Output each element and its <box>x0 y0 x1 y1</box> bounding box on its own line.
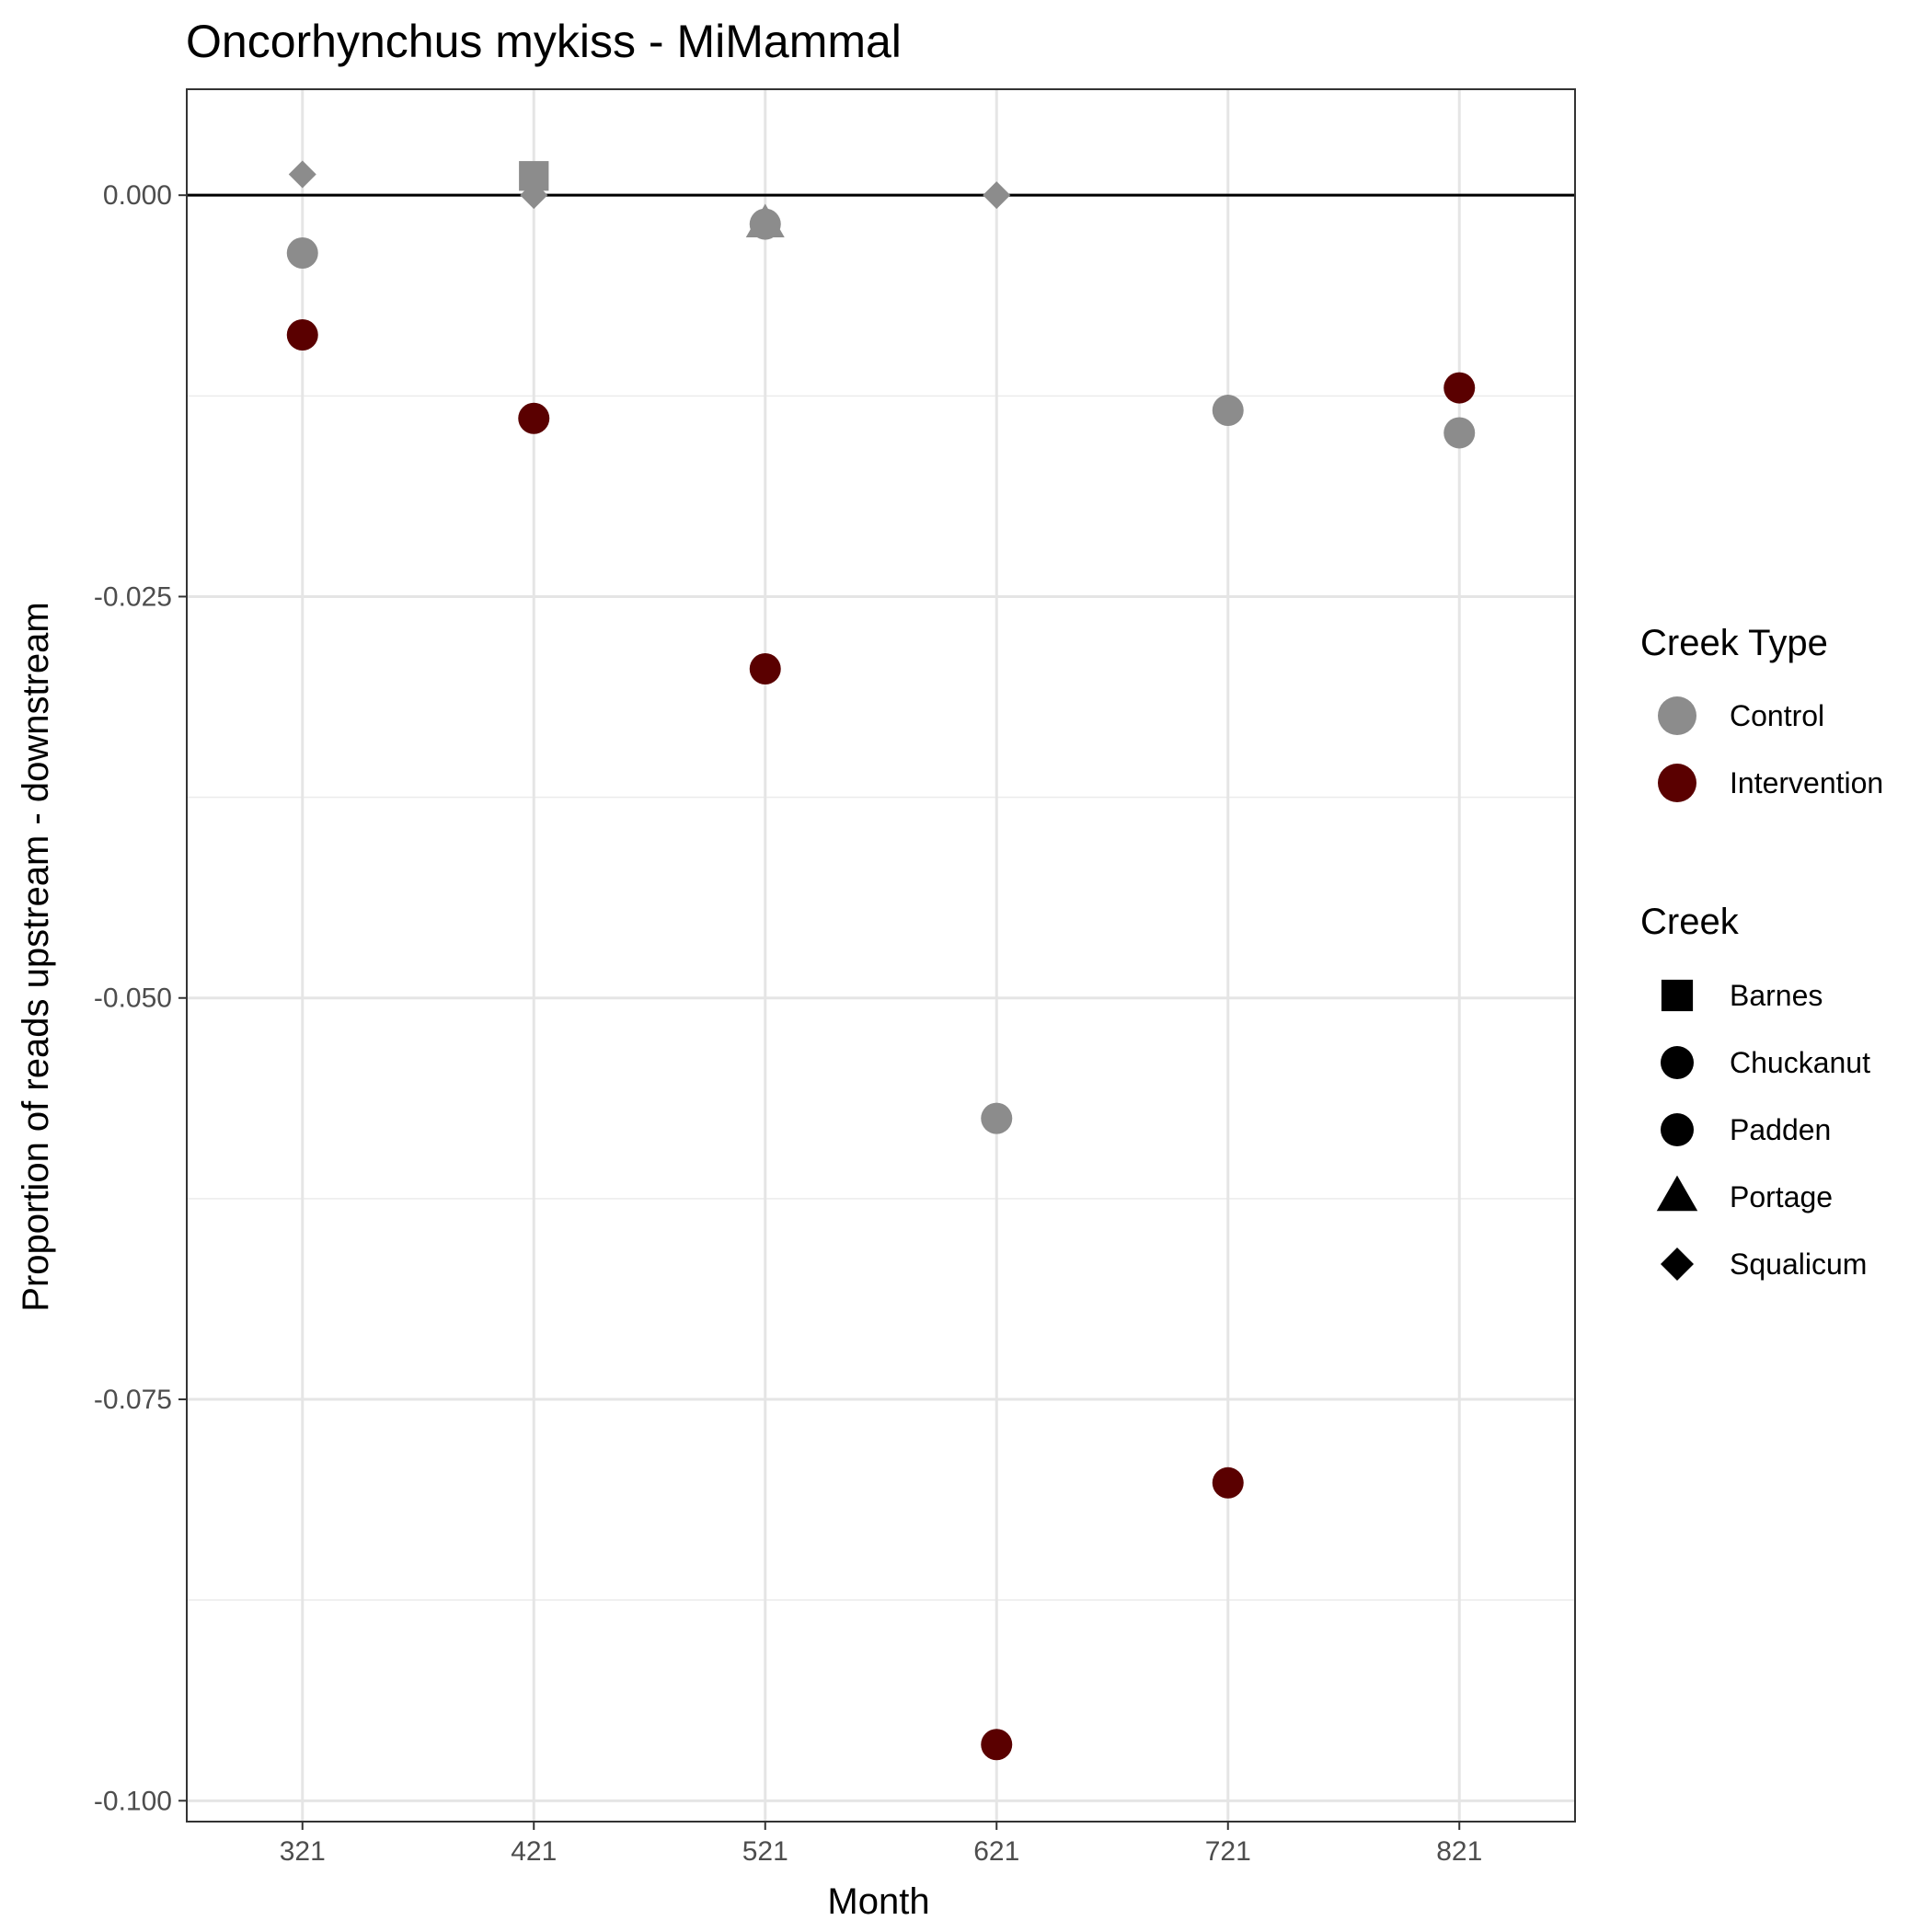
x-tick-label: 521 <box>742 1836 788 1867</box>
x-tick-label: 721 <box>1205 1836 1251 1867</box>
data-point <box>1443 372 1476 404</box>
data-point <box>981 1729 1013 1761</box>
data-point <box>286 319 318 351</box>
legend-label: Barnes <box>1730 979 1823 1012</box>
panel-border <box>186 88 1576 1823</box>
data-point <box>981 1102 1013 1134</box>
data-point <box>518 402 550 434</box>
legend-label: Portage <box>1730 1180 1833 1213</box>
legend-label: Squalicum <box>1730 1248 1867 1281</box>
y-axis-title: Proportion of reads upstream - downstrea… <box>16 602 56 1311</box>
legend-key-control <box>1658 696 1696 735</box>
plot-area: 0.000 -0.025 -0.050 -0.075 -0.100 321 421 521 62… <box>94 88 1576 1867</box>
x-tick-label: 621 <box>973 1836 1019 1867</box>
x-tick-label: 321 <box>280 1836 326 1867</box>
legend-label: Control <box>1730 699 1824 732</box>
x-tick-label: 821 <box>1436 1836 1482 1867</box>
legend-label: Chuckanut <box>1730 1046 1870 1079</box>
y-tick-label: -0.100 <box>94 1786 172 1816</box>
legend-title-creek-type: Creek Type <box>1640 623 1828 663</box>
x-axis-title: Month <box>827 1881 929 1922</box>
data-point <box>286 237 318 270</box>
legend: Creek Type Control Intervention Creek Barnes… <box>1640 623 1883 1281</box>
data-point <box>749 652 781 684</box>
legend-key-portage <box>1656 1175 1698 1212</box>
y-tick-label: -0.050 <box>94 983 172 1014</box>
data-point <box>749 208 781 240</box>
y-tick-label: -0.025 <box>94 581 172 612</box>
legend-label: Padden <box>1730 1113 1831 1146</box>
data-point <box>519 161 549 191</box>
panel-background <box>187 89 1575 1822</box>
data-point <box>288 160 316 189</box>
data-point <box>1212 1466 1244 1499</box>
data-point <box>1212 395 1244 427</box>
data-point <box>983 181 1011 210</box>
legend-key-squalicum <box>1661 1248 1694 1281</box>
y-tick-label: -0.075 <box>94 1385 172 1415</box>
legend-key-barnes <box>1661 979 1694 1012</box>
data-point <box>1443 417 1476 449</box>
legend-label: Intervention <box>1730 766 1883 799</box>
x-tick-label: 421 <box>511 1836 557 1867</box>
legend-key-chuckanut <box>1661 1046 1694 1079</box>
legend-title-creek: Creek <box>1640 902 1740 942</box>
y-tick-label: 0.000 <box>103 180 172 211</box>
legend-key-padden <box>1661 1113 1694 1146</box>
chart-title: Oncorhynchus mykiss - MiMammal <box>186 16 902 67</box>
legend-key-intervention <box>1658 764 1696 802</box>
